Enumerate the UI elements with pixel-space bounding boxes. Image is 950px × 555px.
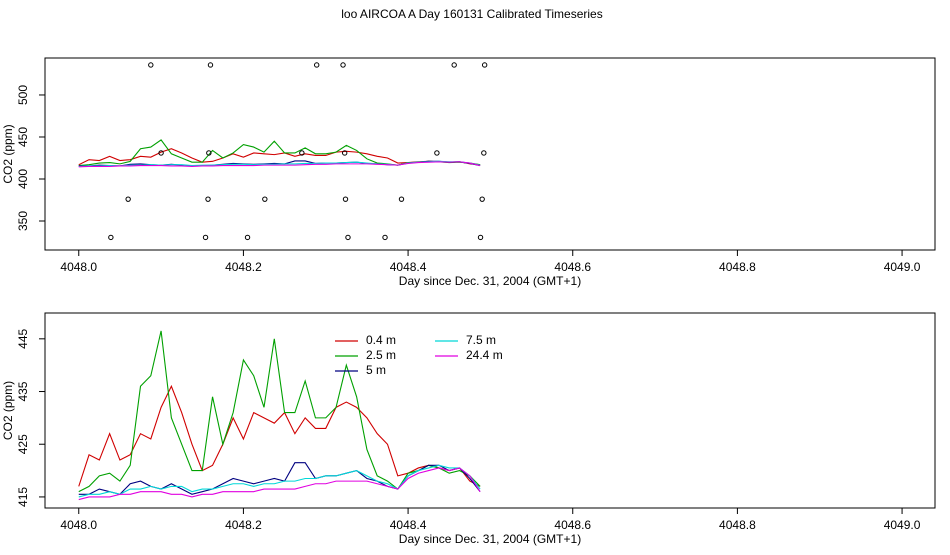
calibration-point xyxy=(108,234,114,241)
calibration-point xyxy=(479,196,485,202)
y-tick-label: 400 xyxy=(16,169,30,189)
x-tick-label: 4048.8 xyxy=(719,260,756,274)
legend-label: 24.4 m xyxy=(466,348,503,362)
series-line xyxy=(78,384,481,487)
y-axis-label: CO2 (ppm) xyxy=(1,124,15,183)
y-tick-label: 500 xyxy=(16,85,30,105)
x-tick-label: 4048.8 xyxy=(719,518,756,532)
calibration-point xyxy=(207,62,214,68)
legend-label: 2.5 m xyxy=(366,348,396,362)
plot-frame xyxy=(44,57,936,251)
chart-title: loo AIRCOA A Day 160131 Calibrated Times… xyxy=(341,7,602,21)
calibration-point xyxy=(205,196,211,202)
y-tick-label: 425 xyxy=(16,434,30,454)
calibration-point xyxy=(398,196,405,202)
calibration-point xyxy=(313,62,320,68)
x-tick-label: 4048.6 xyxy=(554,518,591,532)
calibration-point xyxy=(244,234,251,241)
calibration-point xyxy=(148,62,154,68)
x-axis-label: Day since Dec. 31, 2004 (GMT+1) xyxy=(399,532,581,546)
calibration-point xyxy=(481,150,487,156)
calibration-point xyxy=(158,150,164,156)
plot-frame xyxy=(44,312,936,509)
calibration-point xyxy=(481,62,488,68)
calibration-point xyxy=(342,196,349,202)
x-tick-label: 4048.2 xyxy=(225,518,262,532)
calibration-point xyxy=(382,234,388,241)
x-tick-label: 4048.6 xyxy=(554,260,591,274)
y-tick-label: 435 xyxy=(16,381,30,401)
y-tick-label: 450 xyxy=(16,127,30,147)
x-tick-label: 4048.2 xyxy=(225,260,262,274)
y-tick-label: 445 xyxy=(16,328,30,348)
y-tick-label: 350 xyxy=(16,211,30,231)
calibration-point xyxy=(125,196,131,202)
calibration-point xyxy=(206,150,212,156)
x-tick-label: 4048.4 xyxy=(390,260,427,274)
legend-label: 7.5 m xyxy=(466,333,496,347)
x-tick-label: 4048.0 xyxy=(60,260,97,274)
calibration-point xyxy=(262,196,268,202)
calibration-point xyxy=(451,62,457,68)
legend-label: 0.4 m xyxy=(366,333,396,347)
calibration-point xyxy=(341,150,348,156)
series-line xyxy=(78,161,481,168)
x-tick-label: 4048.4 xyxy=(390,518,427,532)
series-line xyxy=(78,330,481,493)
calibration-point xyxy=(434,150,440,156)
y-axis-label: CO2 (ppm) xyxy=(1,381,15,440)
calibration-point xyxy=(299,150,305,156)
x-axis-label: Day since Dec. 31, 2004 (GMT+1) xyxy=(399,274,581,288)
calibration-point xyxy=(345,234,351,241)
legend-label: 5 m xyxy=(366,363,386,377)
y-tick-label: 415 xyxy=(16,487,30,507)
calibration-point xyxy=(477,234,484,241)
x-tick-label: 4049.0 xyxy=(884,260,921,274)
calibration-point xyxy=(340,62,346,68)
x-tick-label: 4049.0 xyxy=(884,518,921,532)
series-line xyxy=(78,467,481,501)
series-line xyxy=(78,464,481,498)
x-tick-label: 4048.0 xyxy=(60,518,97,532)
calibration-point xyxy=(202,234,209,241)
